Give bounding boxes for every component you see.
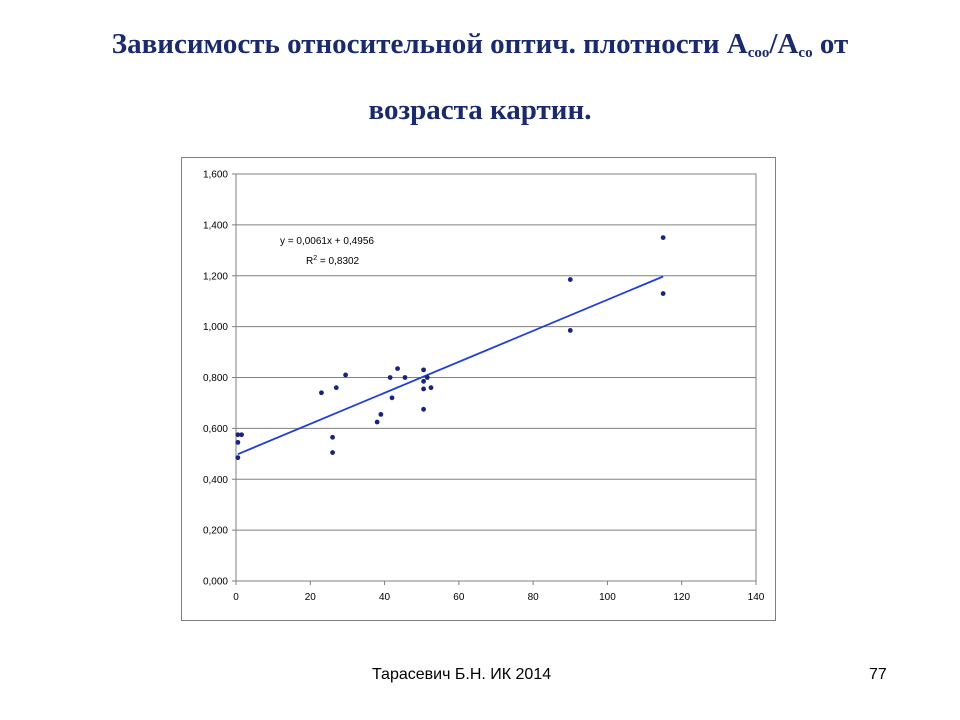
data-point [424, 375, 430, 380]
data-point [387, 375, 393, 380]
data-point [421, 378, 426, 384]
title-subscript-co: co [798, 45, 813, 61]
data-point [567, 277, 573, 282]
slide-title-line2: возраста картин. [368, 94, 592, 126]
y-axis-ticks: 0,000 0,200 0,400 0,600 0,800 1,000 1,200 1,400… [203, 170, 236, 588]
data-point [402, 375, 408, 380]
x-tick-label: 20 [305, 592, 317, 603]
trend-equation: y = 0,0061x + 0,4956 [280, 236, 374, 247]
data-point [421, 386, 426, 392]
data-point [343, 372, 348, 378]
data-point [333, 385, 339, 391]
data-point [660, 235, 666, 240]
data-point [567, 328, 573, 333]
trendline-group [237, 275, 664, 455]
data-points [235, 235, 666, 461]
gridlines [236, 224, 756, 531]
data-point [330, 434, 335, 440]
y-tick-label: 0,200 [203, 526, 228, 537]
data-point [660, 291, 666, 296]
data-point [374, 419, 380, 425]
data-point [395, 366, 400, 371]
data-point [421, 367, 426, 373]
x-tick-label: 60 [453, 592, 465, 603]
title-slash-text: /A [769, 28, 799, 60]
title-subscript-coo: coo [747, 45, 770, 61]
slide-title-line1: Зависимость относительной оптич. плотнос… [0, 28, 960, 62]
title-end-text: от [812, 28, 849, 60]
r2-prefix: R [306, 256, 313, 267]
x-tick-label: 80 [528, 592, 540, 603]
y-tick-label: 0,800 [203, 373, 228, 384]
scatter-chart: 0,000 0,200 0,400 0,600 0,800 1,000 1,200 1,400… [203, 170, 765, 604]
data-point [235, 439, 241, 445]
y-tick-label: 1,600 [203, 170, 228, 181]
r-squared-label: R2 = 0,8302 [306, 255, 360, 267]
title-main-text: Зависимость относительной оптич. плотнос… [111, 28, 748, 60]
data-point [239, 432, 244, 438]
x-tick-label: 40 [379, 592, 391, 603]
y-tick-label: 1,000 [203, 322, 228, 333]
y-tick-label: 0,600 [203, 424, 228, 435]
page-number: 77 [869, 666, 887, 683]
footer-author: Тарасевич Б.Н. ИК 2014 [372, 666, 552, 683]
data-point [235, 432, 241, 438]
r2-exponent: 2 [313, 255, 317, 262]
x-tick-label: 120 [673, 592, 690, 603]
data-point [421, 406, 426, 412]
data-point [389, 395, 395, 401]
data-point [378, 411, 384, 417]
x-axis-ticks: 0 20 40 60 80 100 120 140 [233, 581, 765, 603]
x-tick-label: 0 [233, 592, 239, 603]
data-point [330, 450, 335, 455]
y-tick-label: 0,400 [203, 475, 228, 486]
data-point [235, 455, 241, 461]
data-point [428, 385, 434, 391]
y-tick-label: 0,000 [203, 577, 228, 588]
data-point [319, 390, 324, 396]
x-tick-label: 140 [748, 592, 765, 603]
trendline [237, 275, 664, 455]
x-tick-label: 100 [599, 592, 616, 603]
y-tick-label: 1,200 [203, 271, 228, 282]
chart-area: 0,000 0,200 0,400 0,600 0,800 1,000 1,200 1,400… [181, 157, 776, 621]
r2-value: = 0,8302 [317, 256, 359, 267]
y-tick-label: 1,400 [203, 220, 228, 231]
